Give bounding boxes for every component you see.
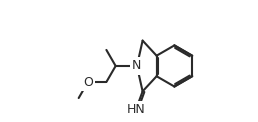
Text: N: N <box>132 59 142 72</box>
Text: HN: HN <box>127 103 146 116</box>
Text: O: O <box>83 76 93 88</box>
